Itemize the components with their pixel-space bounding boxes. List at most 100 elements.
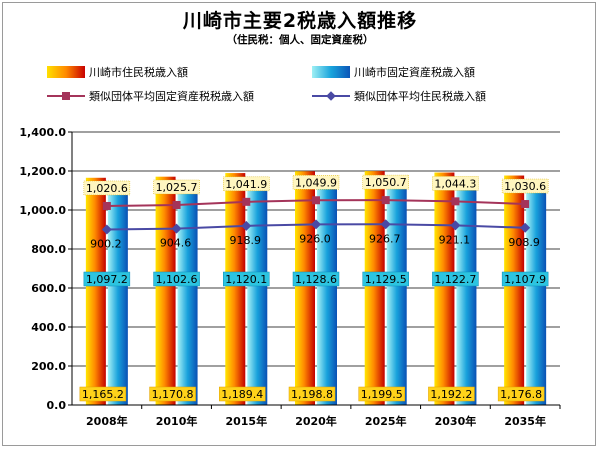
bar-resident-tax — [225, 173, 246, 405]
marker-avg-property-tax — [312, 196, 320, 205]
marker-avg-property-tax — [242, 197, 251, 206]
marker-avg-property-tax — [172, 200, 181, 209]
data-label-property-tax: 1,107.9 — [504, 273, 546, 286]
data-label-avg-resident-tax: 926.0 — [299, 232, 331, 245]
data-label-avg-resident-tax: 900.2 — [90, 237, 122, 250]
data-label-resident-tax: 1,192.2 — [430, 388, 472, 401]
data-label-box-resident-tax — [149, 386, 196, 402]
data-label-box-resident-tax — [497, 386, 545, 402]
marker-avg-property-tax — [451, 197, 460, 206]
bar-resident-tax — [504, 175, 525, 405]
data-label-box-resident-tax — [358, 386, 405, 402]
y-tick-label: 200.0 — [31, 360, 66, 373]
marker-avg-resident-tax — [101, 224, 112, 235]
data-label-property-tax: 1,097.2 — [86, 273, 128, 286]
y-tick-label: 1,200.0 — [19, 165, 66, 178]
data-label-box-property-tax — [362, 271, 409, 287]
data-label-property-tax: 1,128.6 — [295, 273, 337, 286]
data-label-resident-tax: 1,165.2 — [82, 388, 124, 401]
data-label-box-avg-property-tax — [432, 176, 479, 191]
marker-avg-resident-tax — [380, 219, 391, 230]
data-label-avg-resident-tax: 908.9 — [508, 236, 540, 249]
x-tick-label: 2020年 — [295, 414, 337, 428]
data-label-avg-property-tax: 1,049.9 — [295, 176, 337, 189]
data-label-avg-resident-tax: 921.1 — [439, 233, 471, 246]
marker-avg-resident-tax — [450, 220, 461, 231]
data-label-property-tax: 1,102.6 — [156, 273, 198, 286]
data-label-resident-tax: 1,176.8 — [500, 388, 542, 401]
data-label-property-tax: 1,129.5 — [365, 273, 407, 286]
x-tick-label: 2025年 — [365, 414, 407, 428]
data-label-avg-property-tax: 1,041.9 — [225, 178, 267, 191]
data-label-box-property-tax — [153, 271, 200, 287]
legend-label-resident-tax: 川崎市住民税歳入額 — [89, 66, 188, 79]
legend-item-avg-resident: 類似団体平均住民税歳入額 — [312, 89, 486, 103]
data-label-resident-tax: 1,189.4 — [221, 388, 263, 401]
marker-avg-resident-tax — [311, 219, 321, 230]
data-label-property-tax: 1,120.1 — [225, 273, 267, 286]
legend-label-property-tax: 川崎市固定資産税歳入額 — [354, 66, 475, 79]
x-tick-label: 2035年 — [504, 414, 546, 428]
bar-property-tax — [107, 191, 128, 405]
data-label-box-avg-property-tax — [501, 178, 549, 194]
bar-property-tax — [386, 184, 407, 405]
legend-line-avg-property — [47, 90, 85, 102]
data-label-avg-property-tax: 1,030.6 — [504, 180, 546, 193]
legend-item-avg-property: 類似団体平均固定資産税税歳入額 — [47, 89, 254, 103]
data-label-box-avg-property-tax — [292, 175, 340, 190]
data-label-box-avg-property-tax — [83, 180, 131, 196]
data-label-box-resident-tax — [428, 386, 475, 402]
legend-label-avg-resident: 類似団体平均住民税歳入額 — [354, 90, 486, 103]
bar-resident-tax — [295, 171, 315, 405]
data-label-box-property-tax — [223, 271, 270, 287]
bar-resident-tax — [364, 171, 385, 405]
bar-property-tax — [247, 186, 268, 405]
bar-property-tax — [456, 186, 477, 405]
data-label-box-property-tax — [501, 271, 549, 287]
data-label-resident-tax: 1,199.5 — [361, 388, 403, 401]
y-tick-label: 1,400.0 — [19, 126, 66, 139]
y-tick-label: 400.0 — [31, 321, 66, 334]
bar-resident-tax — [155, 176, 176, 405]
data-label-avg-resident-tax: 918.9 — [230, 234, 262, 247]
data-label-avg-property-tax: 1,044.3 — [434, 177, 476, 190]
bar-resident-tax — [434, 172, 455, 405]
data-label-avg-property-tax: 1,020.6 — [86, 182, 128, 195]
legend-swatch-property-tax — [312, 66, 350, 78]
data-label-box-property-tax — [292, 271, 340, 287]
data-label-box-avg-property-tax — [153, 179, 200, 195]
chart-title: 川崎市主要2税歳入額推移 — [182, 10, 418, 32]
marker-avg-resident-tax — [520, 222, 531, 233]
marker-avg-property-tax — [381, 196, 390, 205]
x-tick-label: 2030年 — [435, 414, 477, 428]
data-label-avg-resident-tax: 904.6 — [160, 237, 192, 250]
x-tick-label: 2015年 — [225, 414, 267, 428]
chart-subtitle: （住民税：個人、固定資産税） — [226, 34, 374, 46]
data-label-box-avg-property-tax — [223, 176, 270, 192]
data-label-resident-tax: 1,170.8 — [152, 388, 194, 401]
plot-area — [72, 132, 560, 405]
bar-resident-tax — [85, 177, 106, 405]
data-label-box-resident-tax — [79, 386, 127, 402]
marker-avg-resident-tax — [171, 223, 182, 234]
data-label-property-tax: 1,122.7 — [434, 273, 476, 286]
legend-item-resident-tax: 川崎市住民税歳入額 — [47, 65, 188, 79]
marker-avg-resident-tax — [241, 220, 252, 231]
legend-item-property-tax: 川崎市固定資産税歳入額 — [312, 65, 475, 79]
bar-property-tax — [177, 189, 198, 405]
data-label-box-resident-tax — [219, 386, 266, 402]
y-tick-label: 1,000.0 — [19, 204, 66, 217]
x-tick-label: 2008年 — [86, 414, 128, 428]
legend-swatch-resident-tax — [47, 66, 85, 78]
data-label-box-avg-property-tax — [362, 174, 409, 190]
bar-property-tax — [526, 188, 547, 405]
y-tick-label: 800.0 — [31, 243, 66, 256]
data-label-avg-property-tax: 1,025.7 — [156, 181, 198, 194]
data-label-box-property-tax — [432, 271, 479, 287]
marker-avg-property-tax — [102, 201, 111, 210]
x-tick-label: 2010年 — [156, 414, 198, 428]
legend-line-avg-resident — [312, 90, 350, 102]
data-label-box-resident-tax — [288, 386, 336, 402]
data-label-resident-tax: 1,198.8 — [291, 388, 333, 401]
